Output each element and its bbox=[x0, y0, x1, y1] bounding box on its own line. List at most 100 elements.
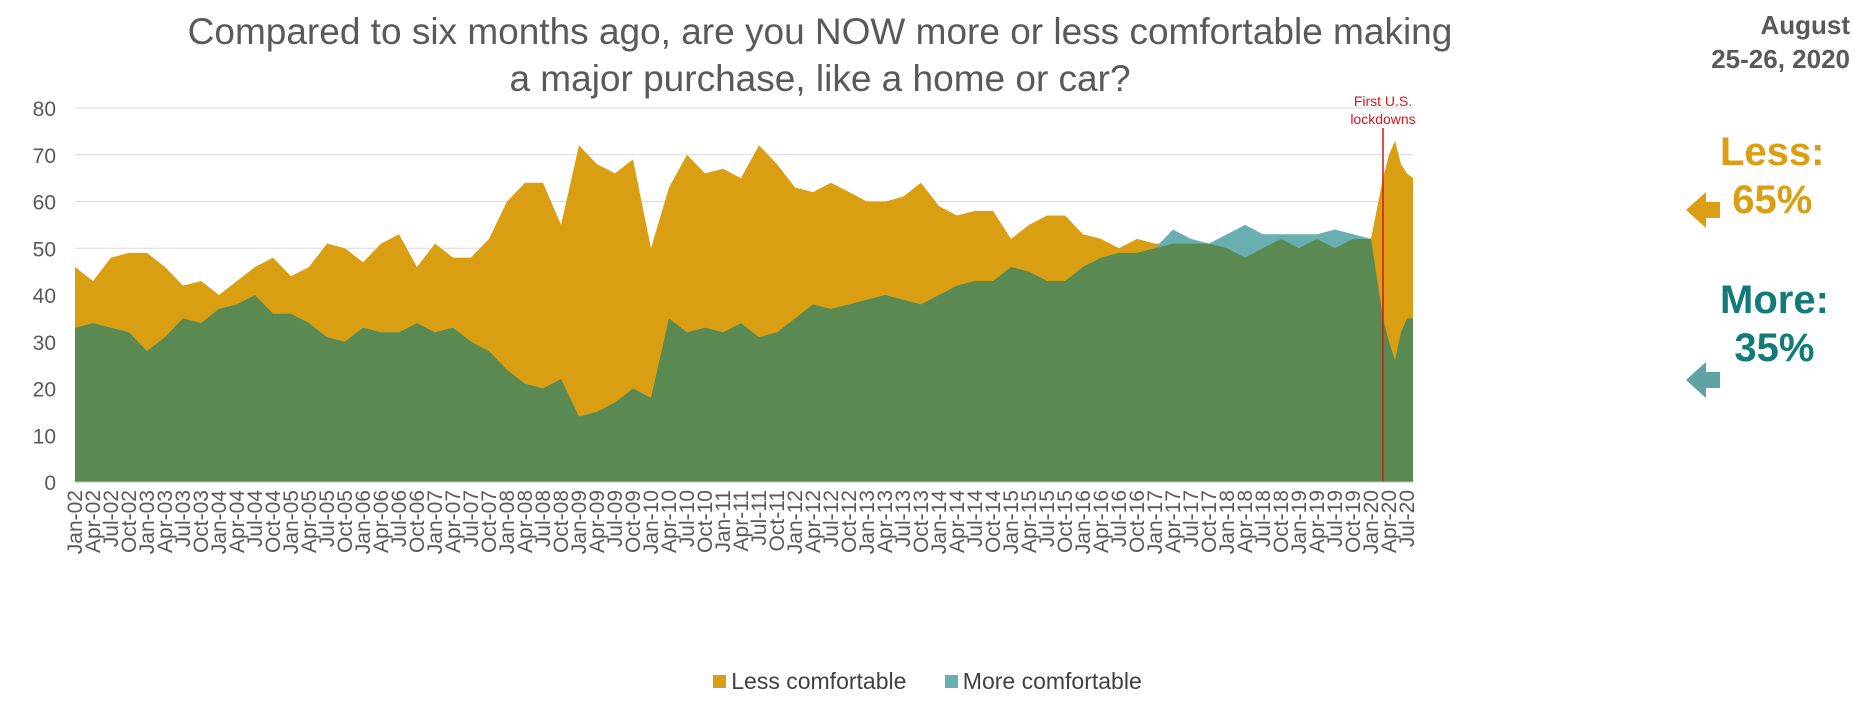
x-tick-label: Jan-05 bbox=[280, 490, 303, 554]
x-tick-label: Oct-05 bbox=[334, 490, 357, 553]
lockdown-annotation-label: First U.S. bbox=[1354, 93, 1412, 109]
x-tick-label: Jan-11 bbox=[712, 490, 735, 553]
x-tick-label: Jul-15 bbox=[1036, 490, 1059, 547]
more-callout: More: 35% bbox=[1720, 276, 1829, 372]
x-tick-label: Oct-06 bbox=[406, 490, 429, 553]
x-tick-label: Apr-02 bbox=[82, 490, 105, 553]
x-tick-label: Apr-17 bbox=[1162, 490, 1185, 553]
less-arrow-icon bbox=[1686, 192, 1720, 228]
y-tick-label: 70 bbox=[33, 145, 56, 168]
x-tick-label: Jul-17 bbox=[1180, 490, 1203, 547]
x-tick-label: Apr-19 bbox=[1306, 490, 1329, 553]
x-tick-label: Oct-17 bbox=[1198, 490, 1221, 553]
x-tick-label: Jan-10 bbox=[640, 490, 663, 554]
less-callout-label: Less: bbox=[1720, 130, 1825, 174]
x-tick-label: Oct-19 bbox=[1342, 490, 1365, 553]
more-callout-value: 35% bbox=[1734, 326, 1815, 370]
x-tick-label: Jul-02 bbox=[100, 490, 123, 547]
x-tick-label: Jan-06 bbox=[352, 490, 375, 554]
x-tick-label: Jul-14 bbox=[964, 490, 987, 548]
x-tick-label: Apr-13 bbox=[874, 490, 897, 553]
x-tick-label: Jan-14 bbox=[928, 490, 951, 555]
x-tick-label: Apr-07 bbox=[442, 490, 465, 553]
x-tick-label: Apr-12 bbox=[802, 490, 825, 553]
y-tick-label: 0 bbox=[44, 472, 56, 495]
x-tick-label: Jan-13 bbox=[856, 490, 879, 554]
x-tick-label: Jan-16 bbox=[1072, 490, 1095, 554]
x-tick-label: Jul-07 bbox=[460, 490, 483, 547]
x-tick-label: Jan-20 bbox=[1360, 490, 1383, 554]
x-tick-label: Jul-16 bbox=[1108, 490, 1131, 547]
x-tick-label: Apr-03 bbox=[154, 490, 177, 553]
legend-swatch-more bbox=[944, 675, 958, 688]
x-tick-label: Oct-04 bbox=[262, 490, 285, 553]
x-tick-label: Apr-10 bbox=[658, 490, 681, 553]
x-tick-label: Jan-17 bbox=[1144, 490, 1167, 554]
date-label: August 25-26, 2020 bbox=[1711, 10, 1850, 74]
x-tick-label: Apr-14 bbox=[946, 490, 969, 553]
x-tick-label: Oct-08 bbox=[550, 490, 573, 553]
x-tick-label: Apr-06 bbox=[370, 490, 393, 553]
y-tick-label: 20 bbox=[33, 379, 56, 402]
chart-title: Compared to six months ago, are you NOW … bbox=[187, 11, 1453, 99]
x-tick-label: Oct-12 bbox=[838, 490, 861, 553]
y-axis: 0 10 20 30 40 50 60 70 80 bbox=[33, 98, 56, 495]
x-tick-label: Oct-11 bbox=[766, 490, 789, 551]
legend-swatch-less bbox=[713, 675, 727, 688]
less-callout: Less: 65% bbox=[1720, 128, 1825, 224]
y-tick-label: 10 bbox=[33, 425, 56, 448]
x-tick-label: Jan-12 bbox=[784, 490, 807, 554]
x-tick-label: Apr-20 bbox=[1378, 490, 1401, 553]
y-tick-label: 30 bbox=[33, 332, 56, 355]
x-tick-label: Jul-13 bbox=[892, 490, 915, 547]
x-tick-label: Jul-06 bbox=[388, 490, 411, 547]
legend: Less comfortable More comfortable bbox=[0, 668, 1855, 695]
x-tick-label: Jan-07 bbox=[424, 490, 447, 554]
x-tick-label: Oct-03 bbox=[190, 490, 213, 553]
legend-item-more: More comfortable bbox=[944, 668, 1142, 695]
x-tick-label: Jul-10 bbox=[676, 490, 699, 547]
x-tick-label: Oct-10 bbox=[694, 490, 717, 553]
y-tick-label: 50 bbox=[33, 238, 56, 261]
x-tick-label: Jan-18 bbox=[1216, 490, 1239, 554]
x-tick-label: Jul-08 bbox=[532, 490, 555, 547]
x-tick-label: Jul-11 bbox=[748, 490, 771, 546]
x-tick-label: Jul-19 bbox=[1324, 490, 1347, 547]
overlap-area bbox=[75, 238, 1413, 482]
x-tick-label: Jan-09 bbox=[568, 490, 591, 554]
callout-arrows bbox=[1686, 192, 1720, 398]
more-callout-label: More: bbox=[1720, 278, 1829, 322]
x-tick-label: Apr-18 bbox=[1234, 490, 1257, 553]
y-tick-label: 80 bbox=[33, 98, 56, 121]
x-tick-label: Oct-13 bbox=[910, 490, 933, 553]
x-tick-label: Jan-04 bbox=[208, 490, 231, 555]
lockdown-annotation: First U.S. lockdowns bbox=[1350, 93, 1416, 482]
more-arrow-icon bbox=[1686, 362, 1720, 398]
x-tick-label: Jul-09 bbox=[604, 490, 627, 547]
x-tick-label: Apr-16 bbox=[1090, 490, 1113, 553]
x-tick-label: Apr-15 bbox=[1018, 490, 1041, 553]
x-tick-label: Jul-05 bbox=[316, 490, 339, 547]
x-tick-label: Apr-11 bbox=[730, 490, 753, 551]
legend-label-more: More comfortable bbox=[962, 668, 1142, 694]
x-tick-label: Oct-18 bbox=[1270, 490, 1293, 553]
x-tick-label: Jan-03 bbox=[136, 490, 159, 554]
x-tick-label: Jan-08 bbox=[496, 490, 519, 554]
x-tick-label: Jul-04 bbox=[244, 490, 267, 548]
x-tick-label: Apr-09 bbox=[586, 490, 609, 553]
x-tick-label: Oct-14 bbox=[982, 490, 1005, 553]
less-callout-value: 65% bbox=[1732, 178, 1813, 222]
x-tick-label: Jul-20 bbox=[1396, 490, 1419, 547]
x-tick-label: Jul-03 bbox=[172, 490, 195, 547]
x-tick-label: Oct-02 bbox=[118, 490, 141, 553]
x-tick-label: Oct-09 bbox=[622, 490, 645, 553]
x-tick-label: Jan-02 bbox=[64, 490, 87, 554]
x-tick-label: Oct-15 bbox=[1054, 490, 1077, 553]
x-axis: Jan-02Apr-02Jul-02Oct-02Jan-03Apr-03Jul-… bbox=[64, 481, 1419, 555]
legend-item-less: Less comfortable bbox=[713, 668, 906, 695]
legend-label-less: Less comfortable bbox=[731, 668, 907, 694]
y-tick-label: 40 bbox=[33, 285, 56, 308]
y-tick-label: 60 bbox=[33, 192, 56, 215]
x-tick-label: Jan-15 bbox=[1000, 490, 1023, 554]
